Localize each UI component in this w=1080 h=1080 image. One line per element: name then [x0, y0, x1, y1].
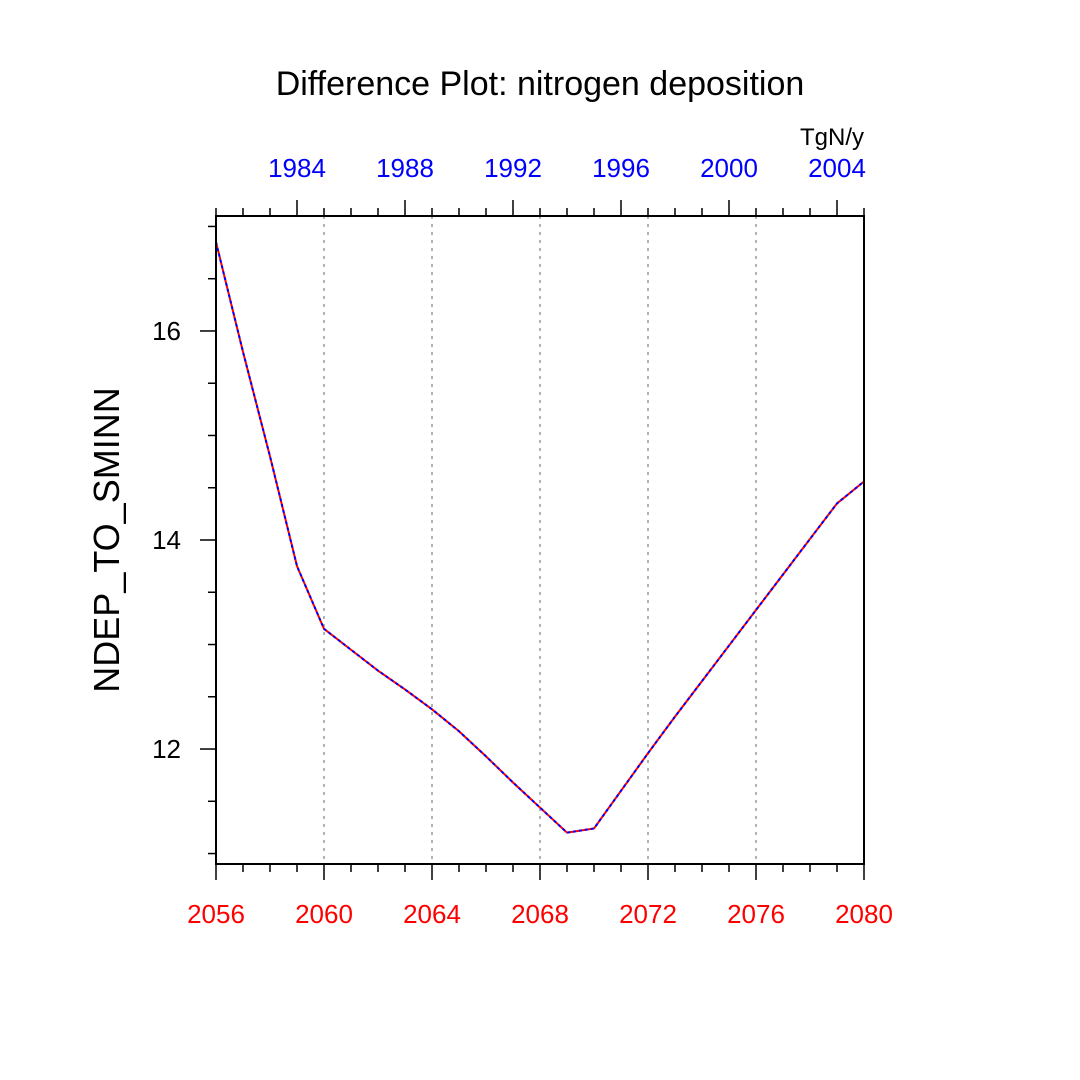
x-tick-label: 2080: [835, 899, 893, 929]
x-tick-label: 2068: [511, 899, 569, 929]
grid-lines: [323, 216, 757, 864]
top-tick-label: 2000: [700, 153, 758, 183]
units-label: TgN/y: [800, 124, 864, 151]
x-tick-label: 2076: [727, 899, 785, 929]
top-tick-label: 1984: [268, 153, 326, 183]
y-tick-label: 12: [152, 734, 181, 764]
plot-frame: [215, 215, 865, 865]
x-tick-label: 2056: [187, 899, 245, 929]
series-line-dashed: [215, 241, 865, 834]
axes-layer: 2056 2060 2064 2068 2072 2076 2080 1984 1988 1992…: [152, 153, 893, 929]
top-tick-label: 1992: [484, 153, 542, 183]
x-tick-label: 2072: [619, 899, 677, 929]
x-tick-label: 2060: [295, 899, 353, 929]
top-tick-label: 2004: [808, 153, 866, 183]
y-tick-label: 16: [152, 316, 181, 346]
top-tick-label: 1988: [376, 153, 434, 183]
top-tick-label: 1996: [592, 153, 650, 183]
x-tick-label: 2064: [403, 899, 461, 929]
y-tick-label: 14: [152, 525, 181, 555]
series-layer: [215, 241, 865, 834]
y-axis-label: NDEP_TO_SMINN: [86, 387, 127, 692]
chart-title: Difference Plot: nitrogen deposition: [276, 65, 805, 103]
